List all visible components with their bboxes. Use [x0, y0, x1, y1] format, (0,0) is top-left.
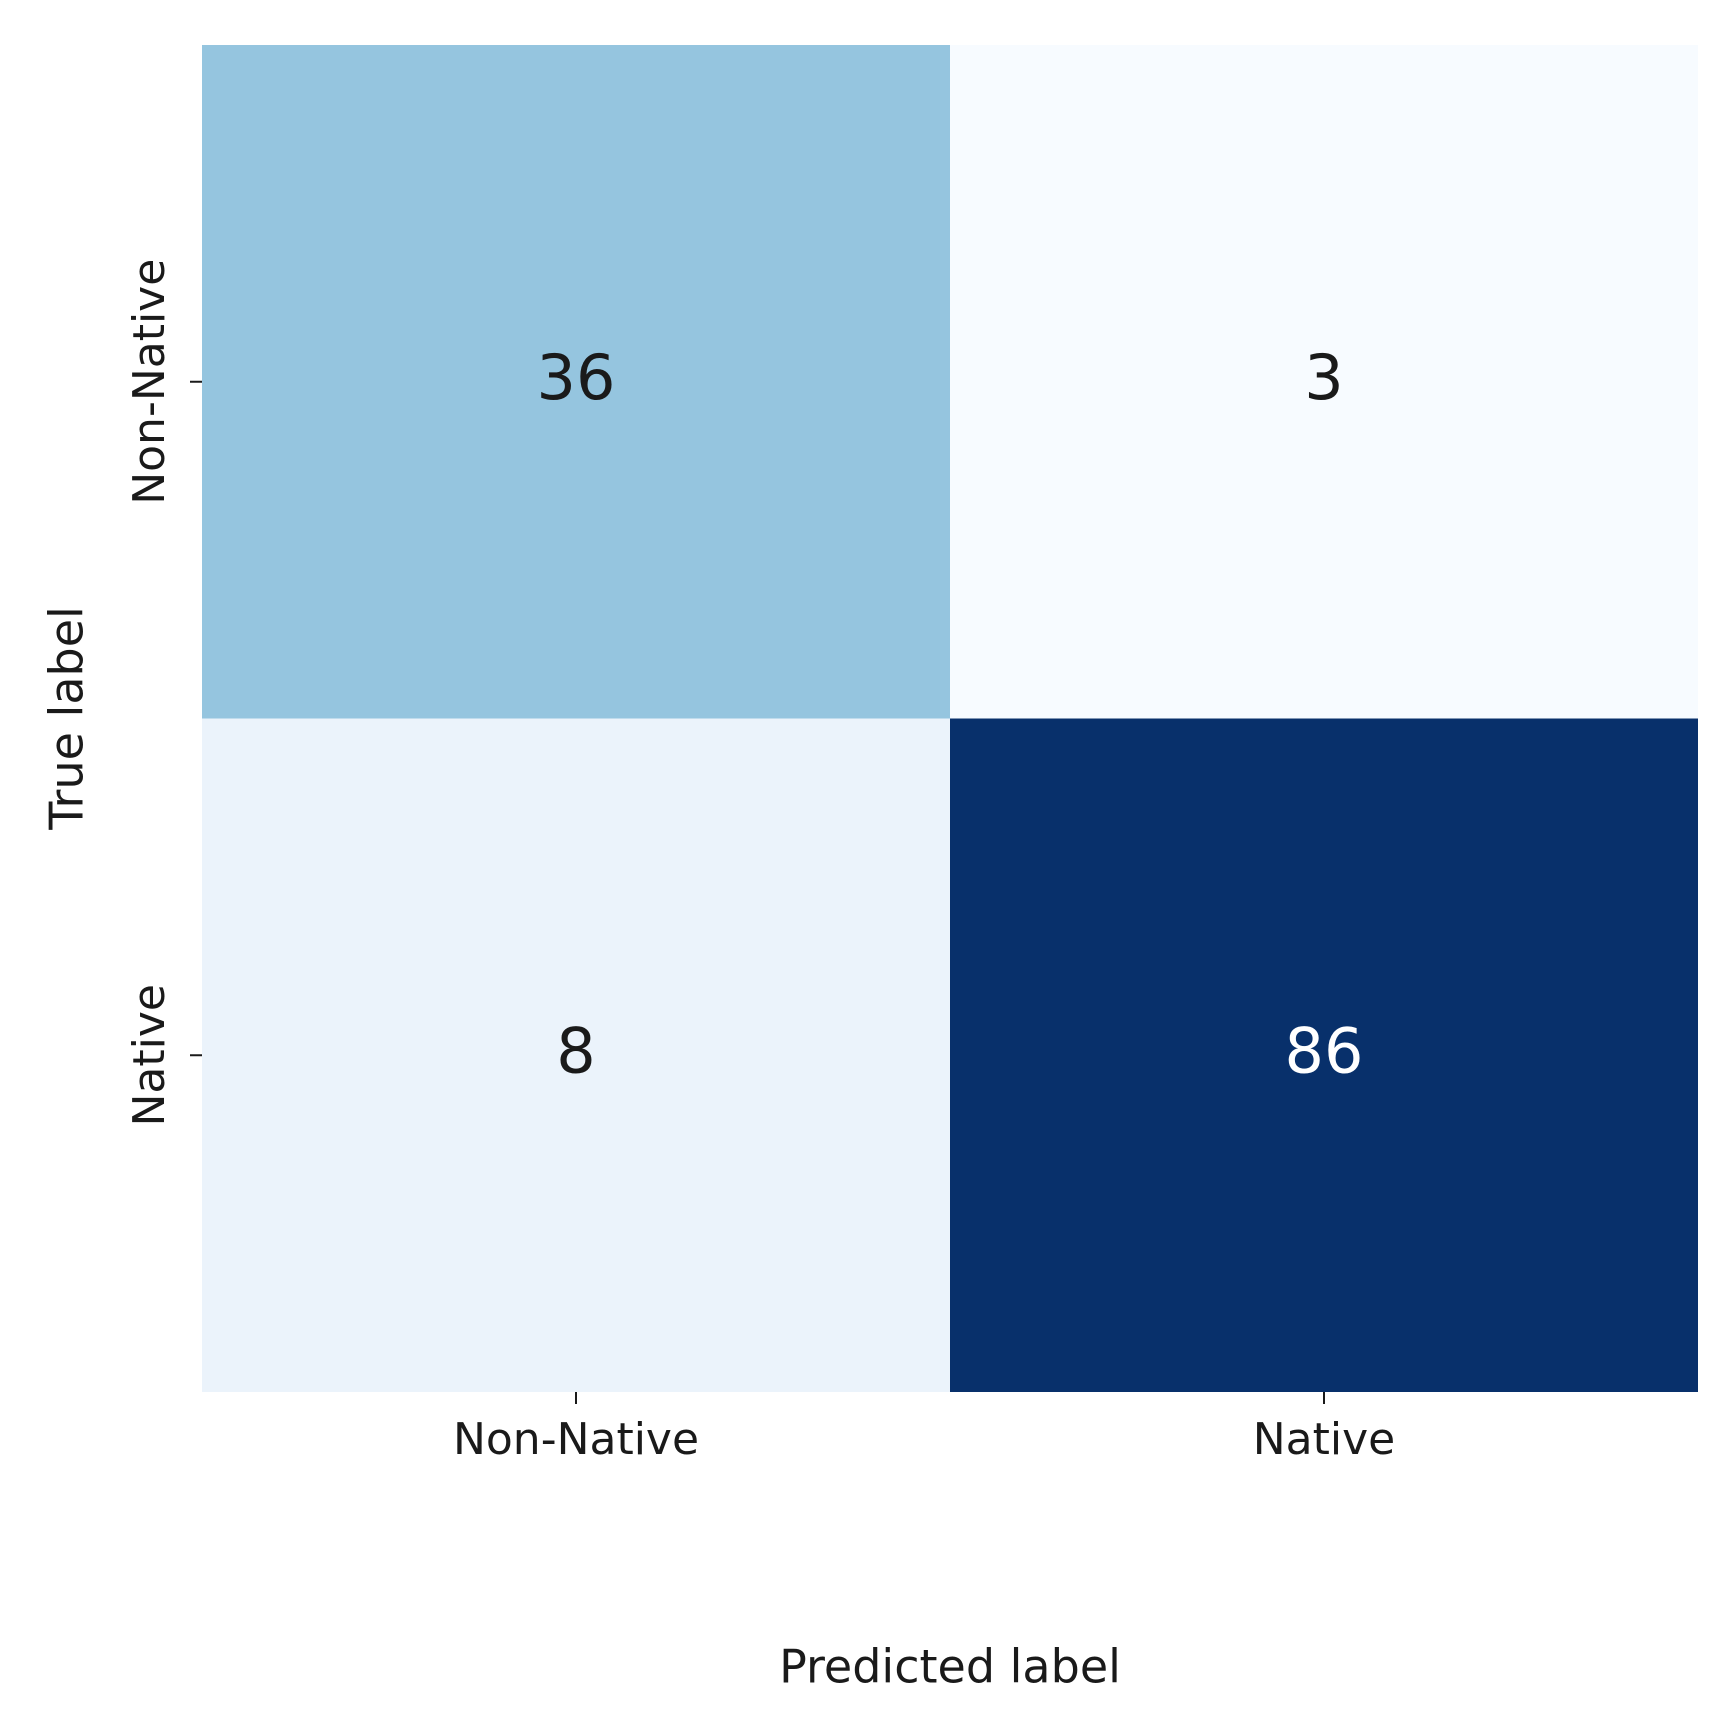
y-tick-label: Non-Native: [124, 259, 175, 505]
x-tick-label: Non-Native: [453, 1414, 699, 1465]
cell-value: 36: [537, 341, 616, 414]
cell-value: 8: [556, 1014, 595, 1087]
x-axis-label: Predicted label: [779, 1640, 1121, 1694]
x-tick-label: Native: [1253, 1414, 1395, 1465]
heatmap-cell: [950, 718, 1698, 1392]
heatmap-cell: [202, 45, 950, 719]
heatmap-cell: [202, 718, 950, 1392]
heatmap-cell: [950, 45, 1698, 719]
y-axis-label: True label: [40, 606, 94, 831]
y-tick-label: Native: [124, 984, 175, 1126]
cell-value: 86: [1285, 1014, 1364, 1087]
cell-value: 3: [1304, 341, 1343, 414]
